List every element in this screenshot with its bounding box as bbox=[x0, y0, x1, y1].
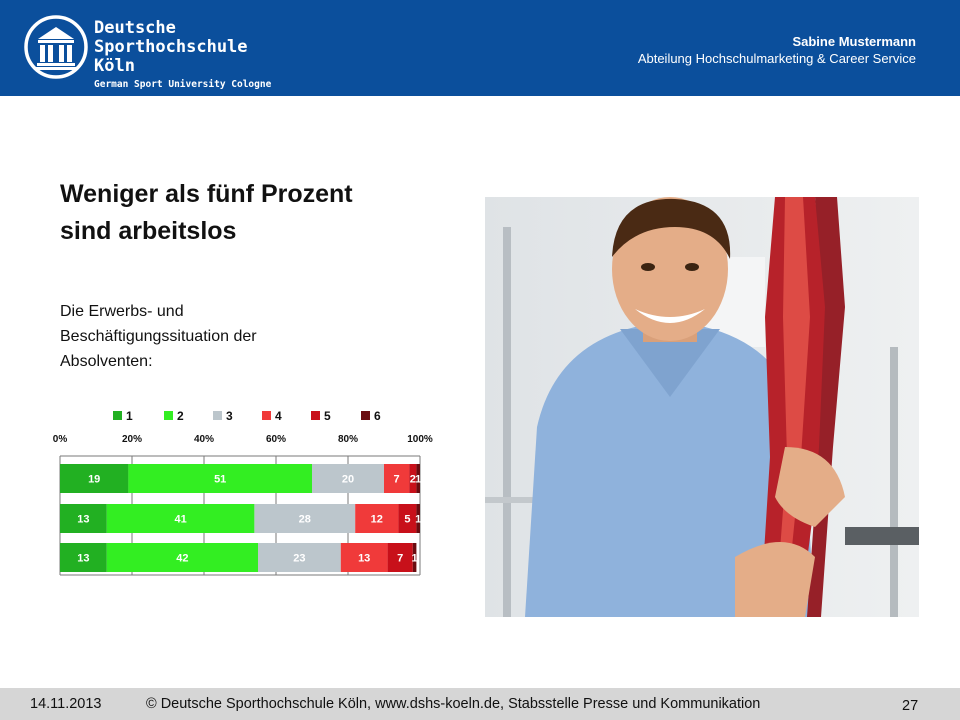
bar-segment bbox=[106, 543, 258, 572]
legend-label-6: 6 bbox=[374, 409, 381, 423]
logo-line-2: Sporthochschule Köln bbox=[94, 37, 248, 76]
bar-data-label: 1 bbox=[415, 514, 421, 526]
bar-segment bbox=[409, 464, 417, 493]
bar-data-label: 41 bbox=[174, 514, 186, 526]
logo-line-1: Deutsche bbox=[94, 18, 176, 38]
x-tick-label: 40% bbox=[194, 434, 214, 445]
bar-segment bbox=[387, 543, 413, 572]
header-bar: Deutsche Sporthochschule Köln German Spo… bbox=[0, 0, 960, 96]
legend-label-4: 4 bbox=[275, 409, 282, 423]
bar-segment bbox=[340, 543, 388, 572]
bar-segment bbox=[128, 464, 312, 493]
bar-data-label: 5 bbox=[404, 514, 410, 526]
slide-title: Weniger als fünf Prozent sind arbeitslos bbox=[60, 180, 353, 245]
bar-segment bbox=[60, 543, 107, 572]
footer-bar: 14.11.2013 © Deutsche Sporthochschule Kö… bbox=[0, 688, 960, 720]
stacked-bar-chart: 1 2 3 4 5 60% 20% 40% 60% 80% 100%19 51 20 7 2 113 41 28 1… bbox=[53, 409, 433, 576]
bar-data-label: 23 bbox=[293, 553, 305, 565]
university-columns-icon bbox=[24, 15, 88, 79]
bar-data-label: 42 bbox=[176, 553, 188, 565]
bar-data-label: 7 bbox=[397, 553, 403, 565]
legend-swatch-5 bbox=[311, 411, 320, 420]
x-tick-label: 60% bbox=[266, 434, 286, 445]
bar-data-label: 28 bbox=[299, 514, 311, 526]
bar-data-label: 12 bbox=[371, 514, 383, 526]
author-name: Sabine Mustermann bbox=[792, 34, 916, 49]
legend-label-1: 1 bbox=[126, 409, 133, 423]
bar-segment bbox=[384, 464, 410, 493]
bar-segment bbox=[258, 543, 341, 572]
bar-segment bbox=[60, 464, 129, 493]
footer-date: 14.11.2013 bbox=[30, 696, 102, 712]
bar-segment bbox=[254, 504, 356, 533]
legend-label-2: 2 bbox=[177, 409, 184, 423]
legend-swatch-1 bbox=[113, 411, 122, 420]
bar-data-label: 1 bbox=[415, 474, 421, 486]
legend-label-3: 3 bbox=[226, 409, 233, 423]
bar-data-label: 20 bbox=[342, 474, 354, 486]
x-tick-label: 100% bbox=[407, 434, 433, 445]
bar-segment bbox=[412, 543, 417, 572]
legend-swatch-2 bbox=[164, 411, 173, 420]
author-department: Abteilung Hochschulmarketing & Career Se… bbox=[637, 51, 916, 66]
bar-data-label: 13 bbox=[77, 514, 89, 526]
university-logo[interactable]: Deutsche Sporthochschule Köln German Spo… bbox=[24, 15, 274, 91]
person-with-anatomy-model-photo bbox=[485, 197, 919, 617]
x-tick-label: 0% bbox=[53, 434, 68, 445]
bar-data-label: 7 bbox=[394, 474, 400, 486]
bar-segment bbox=[106, 504, 255, 533]
x-tick-label: 20% bbox=[122, 434, 142, 445]
bar-data-label: 13 bbox=[77, 553, 89, 565]
legend-label-5: 5 bbox=[324, 409, 331, 423]
bar-segment bbox=[416, 504, 420, 533]
footer-copyright: © Deutsche Sporthochschule Köln, www.dsh… bbox=[146, 696, 761, 712]
x-tick-label: 80% bbox=[338, 434, 358, 445]
bar-data-label: 13 bbox=[358, 553, 370, 565]
bar-data-label: 51 bbox=[214, 474, 226, 486]
bar-data-label: 19 bbox=[88, 474, 100, 486]
bar-segment bbox=[416, 464, 420, 493]
page-number: 27 bbox=[902, 698, 919, 714]
bar-data-label: 1 bbox=[412, 553, 418, 565]
slide-subtitle: Die Erwerbs- und Beschäftigungssituation… bbox=[60, 303, 257, 370]
legend-swatch-4 bbox=[262, 411, 271, 420]
bar-segment bbox=[398, 504, 417, 533]
logo-line-3: German Sport University Cologne bbox=[94, 79, 272, 90]
bar-segment bbox=[312, 464, 384, 493]
bar-data-label: 2 bbox=[410, 474, 416, 486]
legend-swatch-6 bbox=[361, 411, 370, 420]
legend-swatch-3 bbox=[213, 411, 222, 420]
bar-segment bbox=[355, 504, 399, 533]
bar-segment bbox=[60, 504, 107, 533]
author-block: Sabine Mustermann Abteilung Hochschulmar… bbox=[638, 33, 916, 67]
